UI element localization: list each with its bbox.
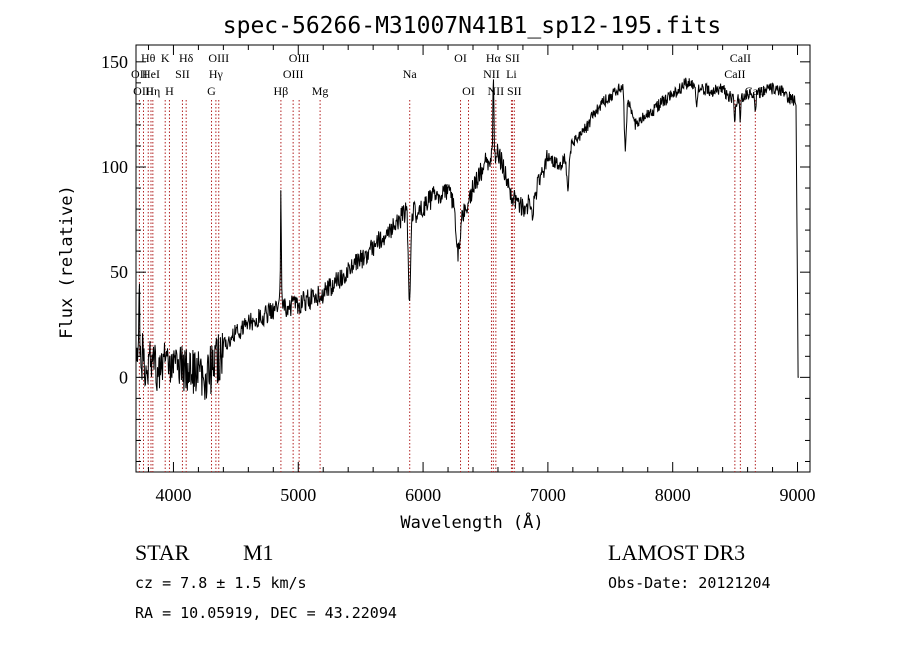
line-marker-label: NII [483,67,500,81]
line-marker-label: OIII [283,67,304,81]
coordinates: RA = 10.05919, DEC = 43.22094 [135,604,397,622]
x-tick-label: 7000 [530,485,566,505]
plot-frame [135,44,811,473]
y-axis-ticks: 0 50 100 150 [101,52,810,462]
spectral-line-markers [138,100,756,472]
line-marker-label: K [161,51,170,65]
line-marker-label: OIII [133,84,154,98]
line-marker-label: OIII [289,51,310,65]
line-marker-label: Hα [486,51,502,65]
line-marker-label: OII [131,67,148,81]
object-class: STAR [135,540,190,565]
y-axis-label: Flux (relative) [57,185,77,339]
line-marker-label: H [165,84,174,98]
line-marker-label: OIII [208,51,229,65]
line-marker-label: Na [403,67,418,81]
line-marker-label: OI [462,84,475,98]
line-marker-label: NII [488,84,505,98]
x-tick-label: 9000 [780,485,816,505]
line-marker-label: HeI [142,67,160,81]
observation-date: Obs-Date: 20121204 [608,574,771,592]
line-marker-label: Hγ [209,67,224,81]
chart-title: spec-56266-M31007N41B1_sp12-195.fits [223,13,722,39]
line-marker-label: CaII [730,51,751,65]
line-marker-label: SII [507,84,522,98]
x-tick-label: 4000 [155,485,191,505]
x-axis-ticks: 4000 5000 6000 7000 8000 9000 [147,45,816,505]
line-marker-label: Hδ [179,51,194,65]
y-tick-label: 50 [110,262,128,282]
x-tick-label: 5000 [280,485,316,505]
y-tick-label: 150 [101,52,128,72]
line-marker-label: Hη [145,84,160,98]
line-marker-label: CaII [724,67,745,81]
line-marker-label: G [207,84,216,98]
object-subclass: M1 [243,540,274,565]
x-tick-label: 8000 [655,485,691,505]
line-marker-label: SII [175,67,190,81]
line-marker-label: OI [454,51,467,65]
redshift-value: cz = 7.8 ± 1.5 km/s [135,574,307,592]
spectrum-line [135,77,799,400]
x-axis-label: Wavelength (Å) [400,511,543,533]
line-marker-label: Mg [312,84,329,98]
y-tick-label: 100 [101,157,128,177]
line-marker-label: Li [506,67,517,81]
y-tick-label: 0 [119,367,128,387]
x-tick-label: 6000 [405,485,441,505]
line-marker-label: Hθ [141,51,156,65]
survey-name: LAMOST DR3 [608,540,745,565]
line-marker-label: Hβ [274,84,289,98]
line-marker-label: SII [505,51,520,65]
